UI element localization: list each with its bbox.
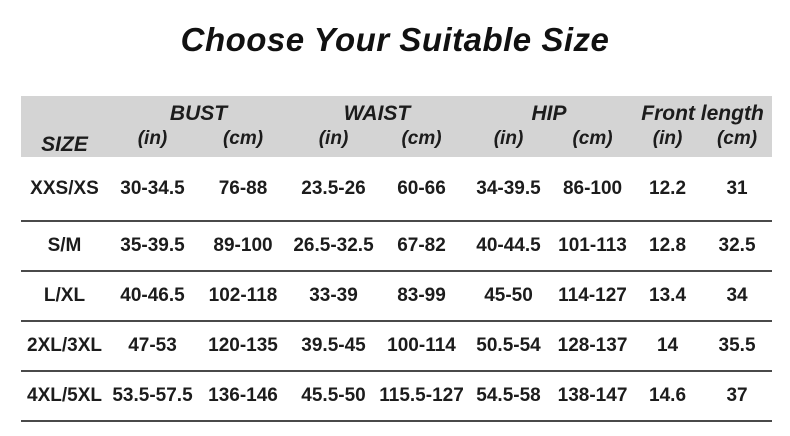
cell-front-length-cm: 31 bbox=[702, 157, 773, 222]
cell-waist-in: 33-39 bbox=[289, 271, 379, 322]
unit-waist-in: (in) bbox=[289, 126, 379, 157]
cell-waist-cm: 83-99 bbox=[378, 271, 466, 322]
cell-waist-in: 23.5-26 bbox=[289, 157, 379, 222]
cell-bust-cm: 136-146 bbox=[197, 371, 290, 422]
size-chart-table: SIZE BUST WAIST HIP Front length (in) (c… bbox=[21, 96, 773, 422]
cell-hip-cm: 128-137 bbox=[552, 321, 634, 372]
table-row: XXS/XS 30-34.5 76-88 23.5-26 60-66 34-39… bbox=[21, 157, 773, 222]
cell-front-length-in: 12.2 bbox=[633, 157, 703, 222]
cell-bust-in: 35-39.5 bbox=[108, 221, 197, 272]
cell-bust-cm: 102-118 bbox=[197, 271, 290, 322]
cell-front-length-in: 13.4 bbox=[633, 271, 703, 322]
table-header: SIZE BUST WAIST HIP Front length (in) (c… bbox=[21, 96, 773, 157]
cell-front-length-in: 14 bbox=[633, 321, 703, 372]
column-group-bust: BUST bbox=[108, 96, 290, 126]
cell-bust-in: 47-53 bbox=[108, 321, 197, 372]
cell-front-length-cm: 34 bbox=[702, 271, 773, 322]
cell-hip-cm: 114-127 bbox=[552, 271, 634, 322]
cell-waist-in: 45.5-50 bbox=[289, 371, 379, 422]
cell-hip-cm: 86-100 bbox=[552, 157, 634, 222]
unit-front-length-cm: (cm) bbox=[702, 126, 773, 157]
cell-bust-in: 53.5-57.5 bbox=[108, 371, 197, 422]
page-title: Choose Your Suitable Size bbox=[180, 21, 610, 58]
table-body: XXS/XS 30-34.5 76-88 23.5-26 60-66 34-39… bbox=[21, 157, 773, 422]
cell-waist-cm: 100-114 bbox=[378, 321, 466, 372]
table-row: 2XL/3XL 47-53 120-135 39.5-45 100-114 50… bbox=[21, 321, 773, 372]
table-row: L/XL 40-46.5 102-118 33-39 83-99 45-50 1… bbox=[21, 271, 773, 322]
cell-bust-cm: 89-100 bbox=[197, 221, 290, 272]
cell-hip-in: 40-44.5 bbox=[465, 221, 553, 272]
unit-hip-cm: (cm) bbox=[552, 126, 634, 157]
row-size-label: L/XL bbox=[21, 271, 108, 322]
cell-front-length-in: 14.6 bbox=[633, 371, 703, 422]
column-group-hip: HIP bbox=[465, 96, 634, 126]
cell-hip-in: 45-50 bbox=[465, 271, 553, 322]
header-unit-row: (in) (cm) (in) (cm) (in) (cm) (in) (cm) bbox=[21, 126, 773, 157]
row-size-label: 2XL/3XL bbox=[21, 321, 108, 372]
unit-hip-in: (in) bbox=[465, 126, 553, 157]
row-size-label: S/M bbox=[21, 221, 108, 272]
row-size-label: XXS/XS bbox=[21, 157, 108, 222]
cell-bust-cm: 120-135 bbox=[197, 321, 290, 372]
cell-bust-in: 30-34.5 bbox=[108, 157, 197, 222]
cell-waist-cm: 67-82 bbox=[378, 221, 466, 272]
table-row: 4XL/5XL 53.5-57.5 136-146 45.5-50 115.5-… bbox=[21, 371, 773, 422]
column-header-size: SIZE bbox=[21, 96, 108, 157]
cell-hip-cm: 101-113 bbox=[552, 221, 634, 272]
cell-hip-in: 34-39.5 bbox=[465, 157, 553, 222]
cell-hip-in: 50.5-54 bbox=[465, 321, 553, 372]
column-group-front-length: Front length bbox=[633, 96, 773, 126]
row-size-label: 4XL/5XL bbox=[21, 371, 108, 422]
cell-waist-in: 39.5-45 bbox=[289, 321, 379, 372]
header-group-row: SIZE BUST WAIST HIP Front length bbox=[21, 96, 773, 157]
unit-bust-cm: (cm) bbox=[197, 126, 290, 157]
cell-bust-in: 40-46.5 bbox=[108, 271, 197, 322]
cell-waist-cm: 115.5-127 bbox=[378, 371, 466, 422]
unit-waist-cm: (cm) bbox=[378, 126, 466, 157]
cell-bust-cm: 76-88 bbox=[197, 157, 290, 222]
cell-hip-cm: 138-147 bbox=[552, 371, 634, 422]
unit-front-length-in: (in) bbox=[633, 126, 703, 157]
cell-waist-cm: 60-66 bbox=[378, 157, 466, 222]
cell-front-length-cm: 37 bbox=[702, 371, 773, 422]
table-row: S/M 35-39.5 89-100 26.5-32.5 67-82 40-44… bbox=[21, 221, 773, 272]
column-group-waist: WAIST bbox=[289, 96, 466, 126]
cell-front-length-in: 12.8 bbox=[633, 221, 703, 272]
cell-hip-in: 54.5-58 bbox=[465, 371, 553, 422]
cell-waist-in: 26.5-32.5 bbox=[289, 221, 379, 272]
cell-front-length-cm: 32.5 bbox=[702, 221, 773, 272]
unit-bust-in: (in) bbox=[108, 126, 197, 157]
cell-front-length-cm: 35.5 bbox=[702, 321, 773, 372]
